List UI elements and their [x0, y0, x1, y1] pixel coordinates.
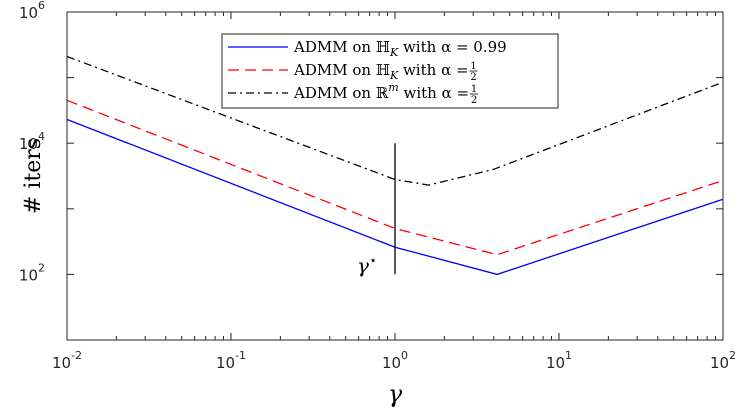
- x-tick-label: 102: [710, 349, 736, 372]
- y-tick-label: 102: [19, 261, 45, 284]
- legend-entry-2: ADMM on ℍK with α =: [293, 61, 469, 82]
- y-tick-label: 104: [19, 130, 45, 153]
- y-axis-label: # iters: [21, 138, 46, 214]
- legend-frac-den: 2: [470, 72, 476, 83]
- series-line-3: [66, 55, 724, 186]
- x-tick-label: 101: [546, 349, 572, 372]
- legend-entry-3: ADMM on ℝm with α =: [293, 81, 469, 102]
- x-tick-label: 10-2: [52, 349, 82, 372]
- x-tick-label: 10-1: [216, 349, 246, 372]
- legend-box: [221, 33, 559, 109]
- series-layer: [66, 55, 724, 276]
- legend-entry-1: ADMM on ℍK with α = 0.99: [293, 38, 507, 59]
- series-line-2: [66, 99, 724, 256]
- legend-frac-num: 1: [471, 84, 477, 95]
- legend-frac-den: 2: [471, 95, 477, 106]
- x-axis-label: γ: [388, 380, 403, 408]
- gamma-star-label: γ⋆: [357, 253, 377, 277]
- legend-frac-num: 1: [470, 61, 476, 72]
- x-tick-label: 100: [382, 349, 408, 372]
- annotation-layer: γ⋆: [357, 143, 396, 277]
- series-line-1: [66, 118, 724, 276]
- y-tick-label: 106: [19, 0, 45, 22]
- tick-layer: 10-2 10-1 100 101 102 102 104 106: [19, 0, 736, 372]
